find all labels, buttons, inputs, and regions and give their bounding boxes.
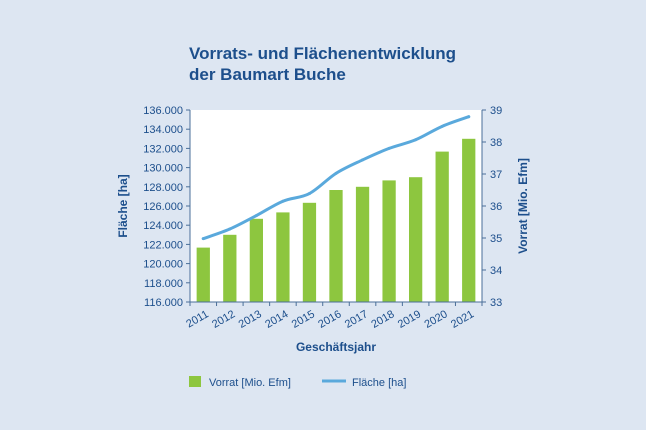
- bar-vorrat-2012: [223, 234, 237, 302]
- left-axis-tick-label: 124.000: [143, 220, 183, 232]
- legend-label-vorrat: Vorrat [Mio. Efm]: [209, 377, 291, 389]
- x-axis-tick-label: 2020: [422, 308, 449, 331]
- right-axis-title: Vorrat [Mio. Efm]: [516, 158, 530, 254]
- point-flaeche-2011: [201, 237, 205, 241]
- point-flaeche-2016: [334, 171, 338, 175]
- chart-title-line-2: der Baumart Buche: [189, 65, 346, 84]
- point-flaeche-2014: [281, 199, 285, 203]
- left-axis-tick-label: 128.000: [143, 182, 183, 194]
- left-axis-tick-label: 126.000: [143, 201, 183, 213]
- left-axis-tick-label: 132.000: [143, 143, 183, 155]
- left-axis-tick-label: 120.000: [143, 259, 183, 271]
- x-axis-tick-label: 2021: [449, 308, 476, 331]
- left-axis-tick-label: 136.000: [143, 105, 183, 117]
- right-axis-tick-label: 34: [490, 265, 502, 277]
- bar-vorrat-2019: [409, 177, 423, 302]
- chart-title-line-1: Vorrats- und Flächenentwicklung: [189, 44, 456, 63]
- right-axis-tick-label: 39: [490, 105, 502, 117]
- x-axis-tick-label: 2018: [369, 308, 396, 331]
- bar-vorrat-2020: [435, 151, 449, 302]
- x-axis-tick-label: 2016: [316, 308, 343, 331]
- bar-vorrat-2014: [276, 212, 290, 302]
- bar-series-vorrat: [196, 138, 476, 302]
- point-flaeche-2015: [307, 192, 311, 196]
- point-flaeche-2018: [387, 146, 391, 150]
- right-axis-tick-label: 33: [490, 297, 502, 309]
- legend: Vorrat [Mio. Efm] Fläche [ha]: [189, 376, 406, 389]
- x-axis-tick-label: 2012: [210, 308, 237, 331]
- right-axis-tick-label: 36: [490, 201, 502, 213]
- bar-vorrat-2016: [329, 190, 343, 302]
- point-flaeche-2017: [361, 158, 365, 162]
- point-flaeche-2020: [440, 124, 444, 128]
- right-axis: 33 34 35 36 37 38 39: [482, 105, 502, 309]
- x-axis-tick-label: 2015: [290, 308, 317, 331]
- point-flaeche-2021: [467, 115, 471, 119]
- x-axis-title: Geschäftsjahr: [296, 340, 376, 354]
- left-axis-tick-label: 116.000: [144, 297, 183, 309]
- line-series-flaeche: [201, 115, 471, 241]
- legend-label-flaeche: Fläche [ha]: [352, 377, 406, 389]
- x-axis-tick-label: 2014: [263, 308, 290, 331]
- left-axis-tick-label: 134.000: [143, 124, 183, 136]
- left-axis: 116.000 118.000 120.000 122.000 124.000 126.0…: [143, 105, 190, 309]
- bar-vorrat-2021: [462, 138, 476, 302]
- point-flaeche-2013: [254, 214, 258, 218]
- bar-vorrat-2011: [196, 247, 210, 302]
- point-flaeche-2019: [414, 138, 418, 142]
- x-axis-tick-label: 2011: [184, 308, 210, 330]
- right-axis-tick-label: 37: [490, 169, 502, 181]
- x-axis-tick-label: 2017: [343, 308, 370, 331]
- x-axis: 2011 2012 2013 2014 2015 2016 2017 2018 2019 2020…: [184, 302, 483, 331]
- point-flaeche-2012: [228, 227, 232, 231]
- left-axis-tick-label: 118.000: [144, 278, 183, 290]
- right-axis-tick-label: 38: [490, 137, 502, 149]
- x-axis-tick-label: 2019: [396, 308, 423, 331]
- bar-vorrat-2017: [355, 186, 370, 302]
- bar-vorrat-2018: [382, 180, 396, 302]
- x-axis-tick-label: 2013: [237, 308, 264, 331]
- left-axis-tick-label: 130.000: [143, 163, 183, 175]
- left-axis-tick-label: 122.000: [143, 239, 183, 251]
- left-axis-title: Fläche [ha]: [116, 174, 130, 237]
- bar-vorrat-2013: [249, 218, 263, 302]
- legend-swatch-vorrat: [189, 376, 201, 387]
- bar-vorrat-2015: [302, 202, 317, 302]
- right-axis-tick-label: 35: [490, 233, 502, 245]
